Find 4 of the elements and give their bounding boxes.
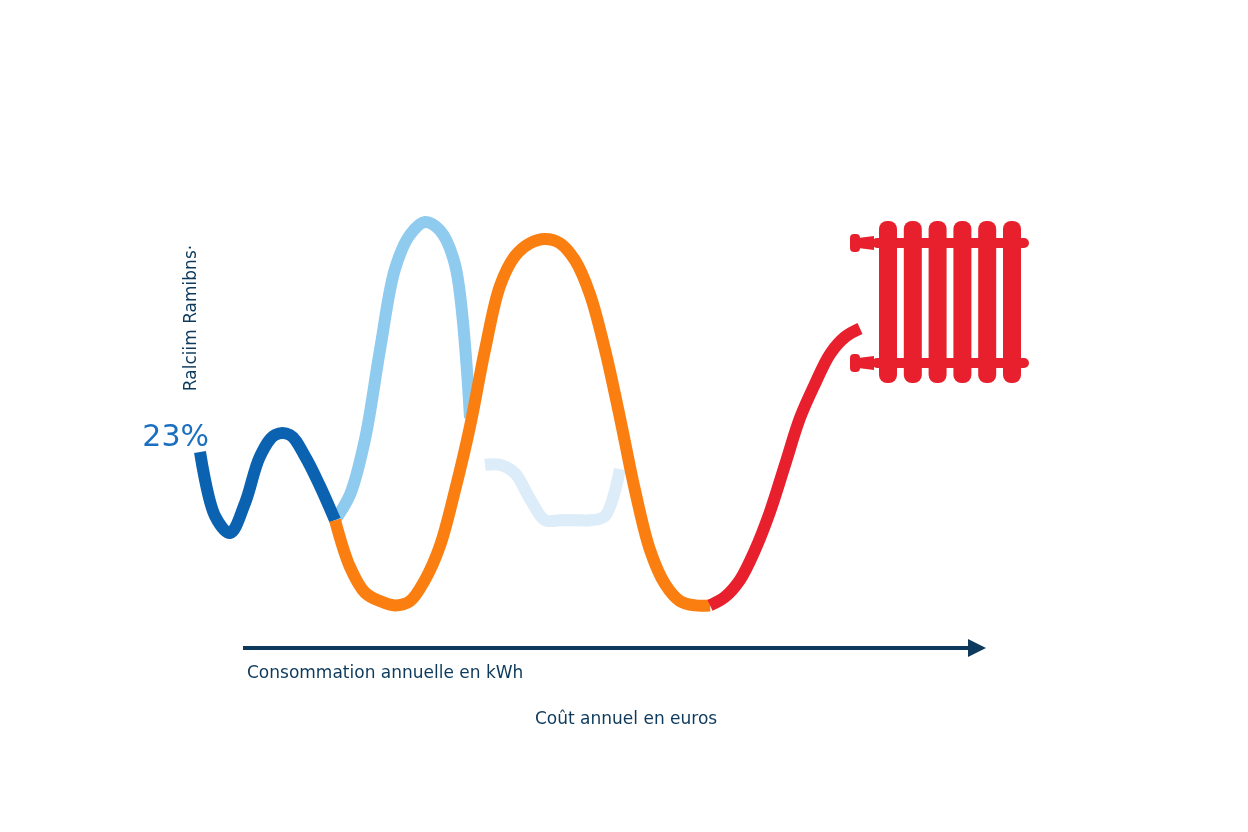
x-axis-title: Consommation annuelle en kWh [247,662,524,682]
annotation: 23% [142,418,209,454]
text: Coût annuel en euros [535,708,718,728]
y-axis-title: Ralciim Ramibns· [180,244,200,392]
